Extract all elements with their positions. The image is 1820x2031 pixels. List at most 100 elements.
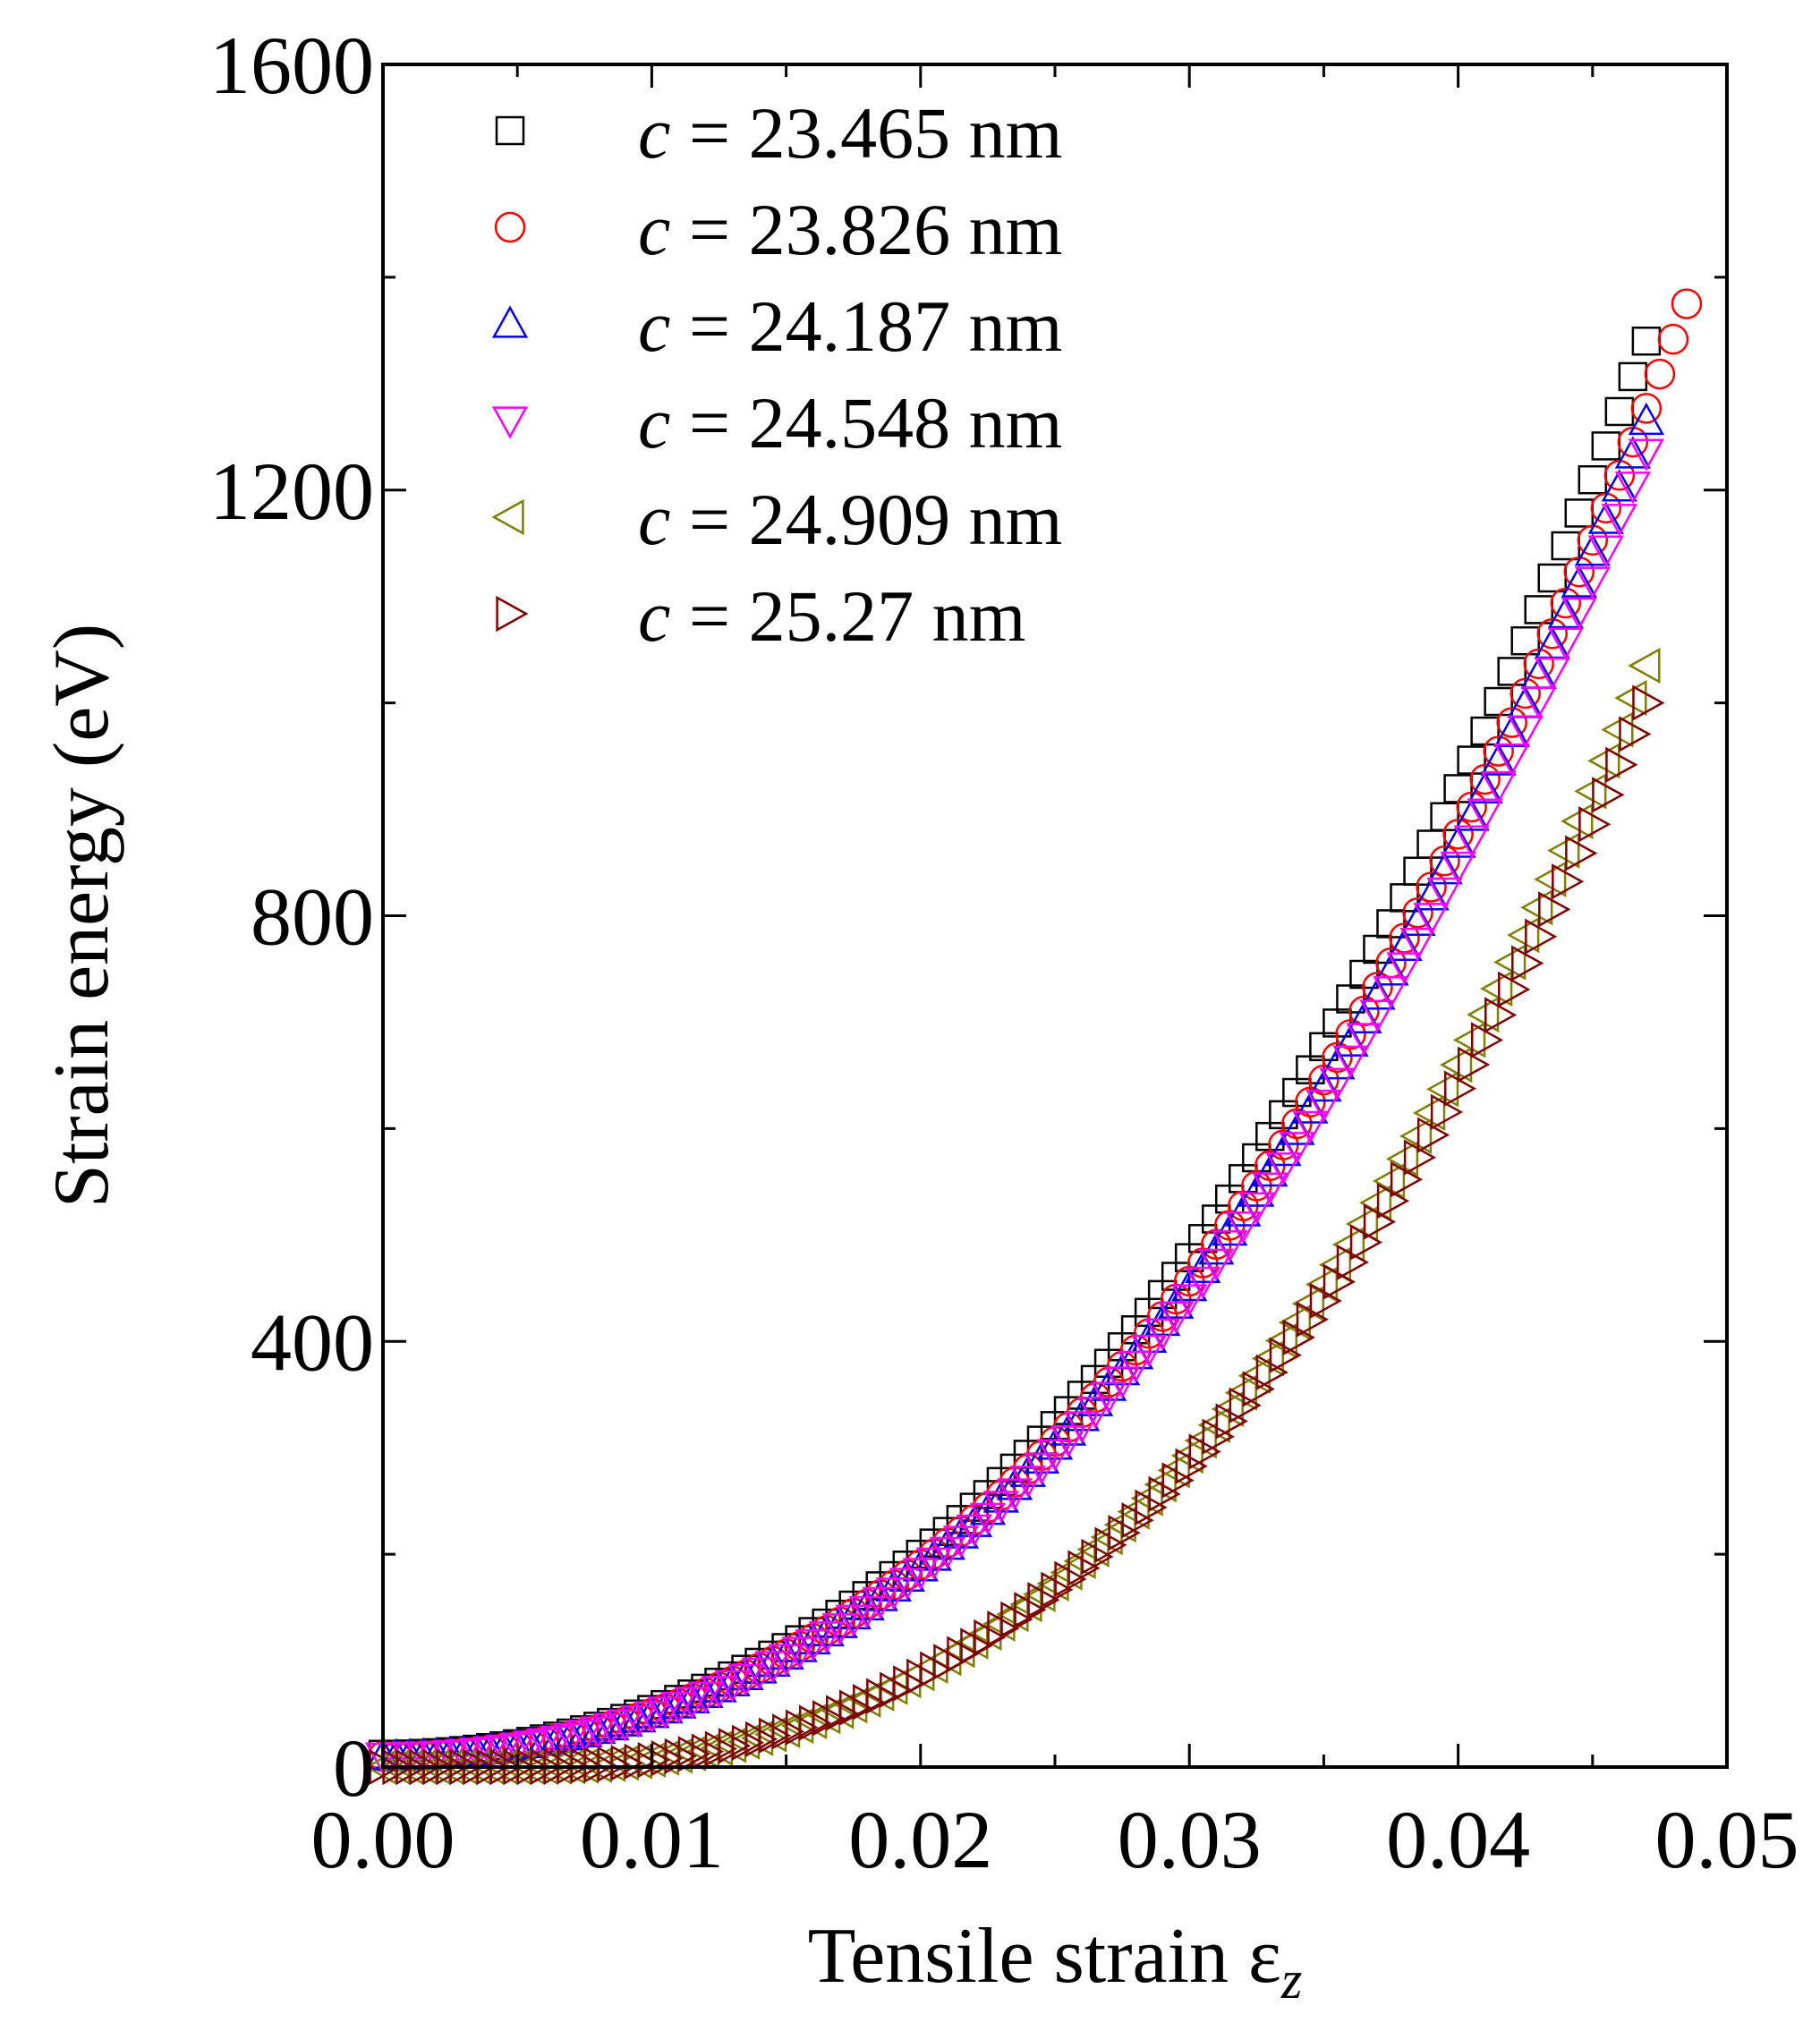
data-point <box>1534 861 1567 897</box>
data-point <box>1551 531 1581 561</box>
data-point <box>1443 774 1473 803</box>
data-point <box>996 1478 1033 1511</box>
data-point <box>1023 1452 1060 1485</box>
data-point <box>1211 1390 1244 1428</box>
data-point <box>754 1644 791 1678</box>
data-point <box>1224 1374 1257 1411</box>
data-point <box>486 1734 523 1767</box>
data-point <box>620 1700 657 1733</box>
data-point <box>741 1651 778 1684</box>
data-point <box>1453 825 1490 858</box>
data-point <box>1525 918 1558 955</box>
data-point <box>862 1578 898 1611</box>
legend-marker <box>491 406 529 439</box>
data-point <box>902 1558 939 1591</box>
legend-label: c = 24.909 nm <box>638 479 1062 560</box>
legend-marker <box>491 498 524 536</box>
data-point <box>768 1636 804 1670</box>
data-point <box>1601 504 1637 537</box>
data-point <box>781 1629 818 1662</box>
data-point <box>1184 1422 1217 1459</box>
data-point <box>1563 556 1595 588</box>
data-point <box>1538 891 1571 928</box>
data-point <box>1442 819 1474 850</box>
data-point <box>929 1536 965 1569</box>
legend-variable: c <box>638 479 670 560</box>
data-point <box>1238 1192 1275 1225</box>
data-point <box>1319 1067 1356 1100</box>
data-point <box>1507 917 1540 954</box>
legend-variable: c <box>638 189 670 270</box>
data-point <box>1469 763 1501 795</box>
data-point <box>647 1691 684 1724</box>
data-point <box>1440 825 1476 858</box>
data-point <box>1467 798 1503 831</box>
data-point <box>1063 1411 1101 1444</box>
data-point <box>1574 566 1611 599</box>
data-point <box>1385 1141 1419 1177</box>
data-point <box>1144 1466 1177 1503</box>
data-point <box>701 1670 737 1703</box>
axis-ticks: 0.00 0.01 0.02 0.03 0.04 0.05 0 400 800 1200 1600 <box>209 20 1799 1885</box>
data-point <box>499 1732 536 1765</box>
data-point <box>1564 498 1595 528</box>
legend-marker <box>494 211 526 243</box>
data-point <box>875 1568 912 1602</box>
data-point <box>1520 889 1553 926</box>
data-point <box>1561 803 1594 839</box>
data-point <box>1604 396 1635 427</box>
data-point <box>1131 1334 1168 1368</box>
data-point <box>1480 743 1517 776</box>
legend-label: c = 24.187 nm <box>638 285 1062 367</box>
legend-marker <box>495 115 525 146</box>
data-point <box>593 1707 630 1741</box>
x-tick-label: 0.01 <box>580 1794 724 1885</box>
data-point <box>1157 1452 1190 1489</box>
data-point <box>1493 744 1530 777</box>
data-point <box>1617 426 1649 458</box>
legend-label: c = 24.548 nm <box>638 382 1062 463</box>
data-point <box>1547 832 1580 869</box>
data-point <box>1225 1211 1262 1245</box>
data-point <box>835 1604 872 1637</box>
legend-value: = 24.548 nm <box>670 382 1062 463</box>
data-point <box>1614 472 1651 505</box>
data-point <box>727 1657 764 1690</box>
x-axis-title-subscript: z <box>1280 1950 1302 2010</box>
data-point <box>1453 798 1490 831</box>
data-point <box>821 1613 858 1646</box>
data-point <box>1090 1381 1127 1415</box>
data-point <box>1601 711 1634 748</box>
x-axis-title: Tensile strain εz <box>808 1913 1303 2010</box>
data-point <box>1252 1172 1288 1205</box>
data-point <box>1507 715 1544 748</box>
data-point <box>1644 358 1676 390</box>
data-point <box>1578 464 1608 495</box>
data-point <box>1399 1117 1433 1154</box>
data-point <box>1305 1266 1339 1303</box>
data-point <box>982 1491 1020 1524</box>
series-5 <box>369 684 1665 1786</box>
data-point <box>1212 1230 1248 1263</box>
legend-value: = 25.27 nm <box>670 575 1025 657</box>
data-point <box>1348 995 1380 1027</box>
data-point <box>1264 1322 1297 1359</box>
data-point <box>1322 1041 1353 1074</box>
y-tick-label: 0 <box>333 1722 374 1814</box>
data-point <box>1470 1022 1504 1058</box>
data-point <box>1510 677 1541 710</box>
data-point <box>848 1595 885 1629</box>
data-point <box>674 1680 710 1714</box>
data-point <box>942 1525 979 1559</box>
data-point <box>1561 597 1597 630</box>
legend-marker <box>496 595 529 633</box>
data-point <box>889 1568 925 1601</box>
data-point <box>1534 657 1570 690</box>
y-tick-label: 800 <box>251 871 374 963</box>
data-point <box>1251 1340 1284 1377</box>
data-point <box>1036 1439 1074 1472</box>
data-point <box>1413 903 1450 936</box>
data-point <box>1467 996 1500 1033</box>
data-point <box>1292 1110 1329 1143</box>
data-point <box>875 1577 912 1610</box>
